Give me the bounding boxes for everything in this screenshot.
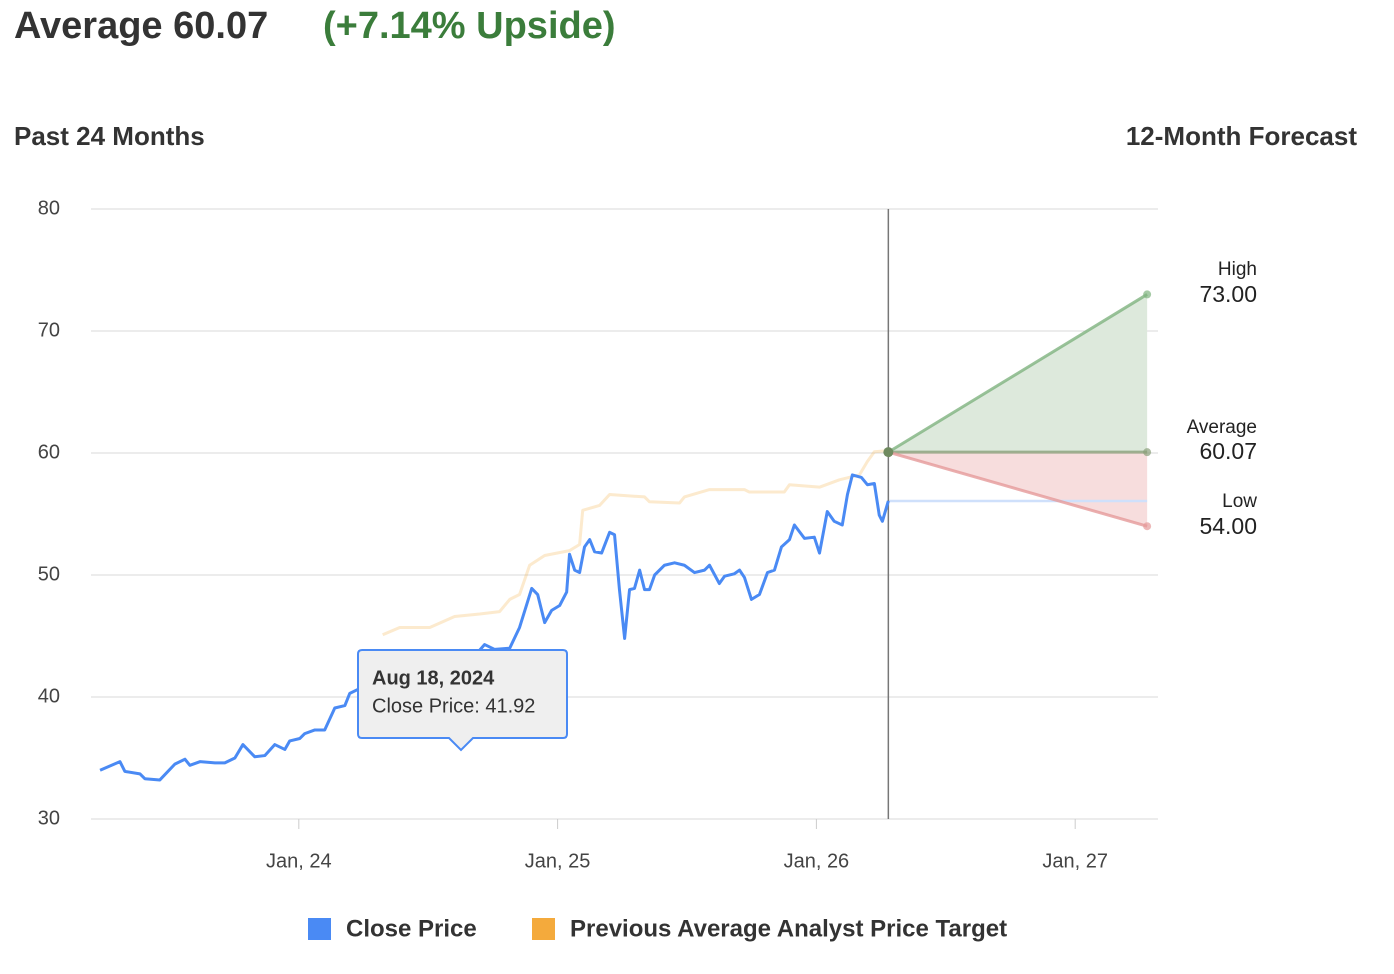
tooltip-date: Aug 18, 2024 [372,667,495,689]
forecast-start-dot [883,447,894,458]
forecast-label: Average [1187,417,1257,438]
x-tick-label: Jan, 25 [525,850,591,872]
x-tick-label: Jan, 24 [266,850,332,872]
right-label: 12-Month Forecast [1126,121,1357,151]
y-tick-label: 80 [38,197,60,219]
legend-label: Close Price [346,915,477,942]
y-tick-label: 30 [38,807,60,829]
y-tick-label: 40 [38,685,60,707]
forecast-low-dot [1143,522,1152,531]
tooltip-box [357,649,568,752]
y-tick-label: 50 [38,563,60,585]
legend-swatch [532,918,555,940]
forecast-label: High [1218,259,1257,280]
title: Average 60.07 [14,5,268,47]
forecast-low-line [887,450,1148,528]
forecast-value-label: 73.00 [1199,281,1257,307]
forecast-high-dot [1143,290,1152,299]
forecast-value-label: 60.07 [1199,438,1257,464]
target-line [382,449,889,637]
plot: 30 40 50 60 70 80 Jan, 24 Jan, 25 Jan, 26 Jan, 27… [38,197,1258,872]
forecast-value-label: 54.00 [1199,513,1257,539]
forecast-label: Low [1222,491,1257,512]
upside: (+7.14% Upside) [323,5,616,47]
forecast-high-line [887,293,1148,454]
x-tick-label: Jan, 27 [1042,850,1108,872]
y-tick-label: 70 [38,319,60,341]
legend-swatch [308,918,331,940]
forecast-average-dot [1143,448,1152,457]
tooltip: Aug 18, 2024 Close Price: 41.92 [357,649,568,752]
legend-label: Previous Average Analyst Price Target [570,915,1007,942]
y-tick-label: 60 [38,441,60,463]
x-tick-label: Jan, 26 [784,850,850,872]
left-label: Past 24 Months [14,121,205,151]
close-line [99,473,890,782]
tooltip-text: Close Price: 41.92 [372,695,535,717]
